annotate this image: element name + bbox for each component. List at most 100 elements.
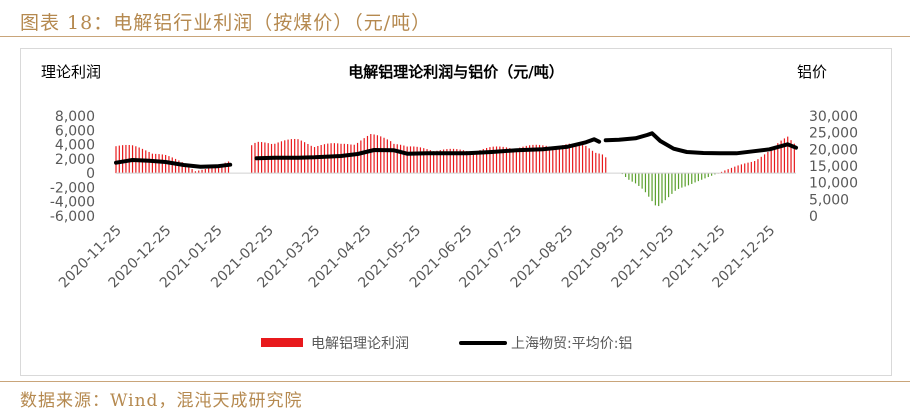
profit-bar <box>697 173 699 182</box>
profit-bar <box>505 147 508 174</box>
profit-bar <box>390 141 392 174</box>
profit-bar <box>674 173 676 191</box>
profit-bar <box>320 145 322 174</box>
profit-bar <box>356 142 359 174</box>
profit-bar <box>575 143 577 174</box>
profit-bar <box>624 173 627 178</box>
profit-bar <box>204 168 206 174</box>
profit-bar <box>572 143 574 174</box>
profit-bar <box>217 165 220 174</box>
profit-bar <box>654 173 656 206</box>
profit-bar <box>787 136 789 174</box>
right-tick-label: 30,000 <box>809 109 858 125</box>
profit-bar <box>343 143 345 174</box>
profit-bar <box>188 166 190 174</box>
profit-bar <box>181 162 183 174</box>
right-tick-label: 15,000 <box>809 159 858 175</box>
profit-bar <box>565 144 567 174</box>
left-tick-label: -4,000 <box>50 195 95 211</box>
profit-bar <box>403 145 405 174</box>
left-tick-label: 8,000 <box>55 109 95 125</box>
profit-bar <box>151 153 153 174</box>
profit-bar <box>155 153 157 174</box>
left-tick-label: 2,000 <box>55 152 95 168</box>
profit-bar <box>754 161 756 174</box>
profit-bar <box>581 144 584 174</box>
profit-bar <box>548 146 551 174</box>
profit-bar <box>449 148 451 174</box>
profit-bar <box>370 134 372 174</box>
profit-bar <box>578 144 580 174</box>
profit-bar <box>552 147 554 174</box>
profit-bar <box>337 143 339 174</box>
profit-bar <box>201 169 203 174</box>
profit-bar <box>730 167 733 174</box>
profit-bar <box>525 145 527 174</box>
profit-bar <box>502 146 504 174</box>
profit-bar <box>515 148 517 174</box>
profit-bar <box>413 146 415 174</box>
source-rule <box>0 381 910 382</box>
right-tick-label: 10,000 <box>809 176 858 192</box>
profit-bar <box>694 173 696 183</box>
profit-bar <box>588 148 590 174</box>
left-tick-label: -6,000 <box>50 209 95 225</box>
title-rule <box>0 36 910 37</box>
left-tick-label: 0 <box>86 166 95 182</box>
legend-label-price: 上海物贸:平均价:铝 <box>511 336 632 352</box>
profit-bar <box>601 154 604 174</box>
profit-bar <box>747 162 749 174</box>
profit-bar <box>512 148 514 174</box>
legend-label-profit: 电解铝理论利润 <box>311 336 409 352</box>
profit-bar <box>648 173 650 197</box>
profit-bar <box>376 135 379 174</box>
profit-bar <box>469 151 471 174</box>
profit-bar <box>562 145 564 174</box>
profit-bar <box>591 150 594 174</box>
left-tick-label: 4,000 <box>55 138 95 154</box>
profit-bar <box>366 135 369 174</box>
profit-bar <box>360 140 362 174</box>
profit-bar <box>684 173 686 187</box>
profit-bar <box>568 143 570 174</box>
profit-bar <box>383 137 385 174</box>
profit-bar <box>380 136 382 174</box>
profit-bar <box>671 173 673 194</box>
profit-bar <box>174 158 177 174</box>
price-series-line <box>254 137 602 161</box>
profit-bar <box>347 144 349 174</box>
profit-bar <box>707 173 709 178</box>
profit-bar <box>744 163 746 174</box>
profit-bar <box>770 149 772 174</box>
profit-bar <box>664 173 666 201</box>
profit-bar <box>419 147 422 174</box>
profit-bar <box>499 146 501 174</box>
profit-bar <box>519 147 521 174</box>
profit-bar <box>760 156 762 174</box>
profit-bar <box>605 157 607 174</box>
profit-bar <box>538 144 541 174</box>
profit-bar <box>750 161 752 174</box>
right-tick-label: 25,000 <box>809 126 858 142</box>
profit-bar <box>406 146 408 174</box>
profit-bar <box>777 143 779 174</box>
legend-swatch-profit <box>261 338 303 347</box>
profit-bar <box>535 144 537 174</box>
profit-bar <box>214 166 216 174</box>
profit-bar <box>198 170 200 174</box>
profit-bar <box>737 165 739 174</box>
profit-bar <box>658 173 660 207</box>
profit-bar <box>459 149 461 174</box>
price-series-line <box>114 158 233 169</box>
profit-bar <box>687 173 690 186</box>
profit-bar <box>436 150 438 174</box>
profit-bar <box>677 173 680 189</box>
profit-bar <box>638 173 640 186</box>
profit-bar <box>668 173 670 198</box>
chart-title: 电解铝理论利润与铝价（元/吨） <box>348 63 563 81</box>
profit-bar <box>598 153 600 174</box>
source-note: 数据来源：Wind，混沌天成研究院 <box>20 391 303 411</box>
profit-bar <box>522 146 524 174</box>
profit-bar <box>399 144 402 174</box>
